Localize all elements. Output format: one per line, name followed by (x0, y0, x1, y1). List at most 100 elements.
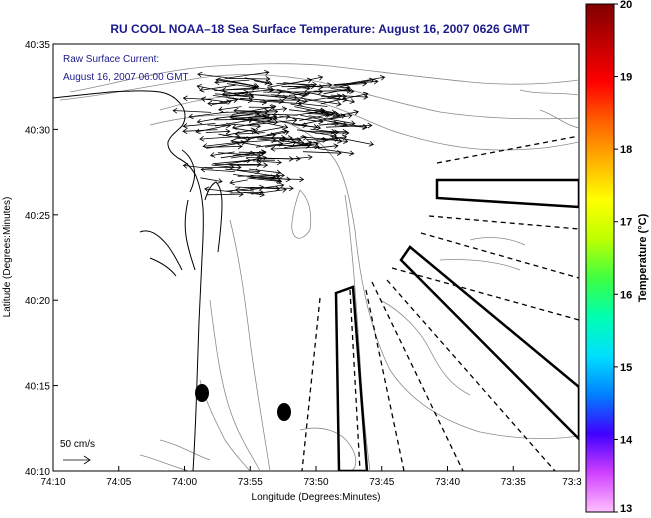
current-vector (298, 97, 342, 107)
station-marker (195, 384, 209, 402)
current-annotation-line1: Raw Surface Current: (63, 54, 159, 65)
bathymetry-contour (139, 439, 211, 471)
survey-box-southeast (399, 245, 579, 441)
current-vector (287, 82, 333, 90)
current-vector (234, 118, 279, 125)
current-vector (250, 182, 285, 191)
x-axis-ticks: 74:10 74:05 74:00 73:55 73:50 73:45 73:40 73:35… (40, 466, 582, 488)
current-vector (337, 75, 386, 86)
colorbar-tick-label: 18 (620, 144, 632, 156)
colorbar-tick-label: 16 (620, 289, 632, 301)
y-tick-label: 40:20 (25, 296, 50, 307)
current-vector (267, 77, 313, 88)
current-vector (182, 163, 214, 170)
scale-label: 50 cm/s (60, 439, 95, 450)
current-vector (270, 145, 318, 152)
survey-box-east (435, 178, 579, 209)
current-vector (219, 108, 270, 115)
map-layer (53, 63, 579, 471)
current-vector (302, 128, 348, 135)
current-vector (226, 83, 275, 93)
current-vector (252, 159, 282, 166)
current-vector (332, 109, 360, 117)
coastline-inlet (139, 230, 183, 277)
current-vector (218, 106, 242, 113)
current-vector (298, 100, 328, 107)
current-vector (233, 123, 262, 129)
current-vector (182, 123, 216, 129)
survey-rays (301, 135, 579, 471)
current-vector (276, 143, 311, 149)
current-vector (196, 117, 220, 125)
current-vector (229, 113, 254, 120)
y-axis-label: Latitude (Degrees:Minutes) (2, 197, 13, 318)
current-vector (320, 84, 351, 91)
current-vector (244, 77, 271, 85)
current-vector (200, 177, 223, 184)
y-axis-ticks: 40:35 40:30 40:25 40:20 40:15 40:10 (25, 40, 58, 478)
colorbar-tick-label: 13 (620, 503, 632, 515)
current-vector (221, 87, 259, 93)
current-vector (206, 140, 246, 149)
current-vector (240, 97, 285, 105)
coastline-bay (181, 149, 196, 271)
current-vector (318, 143, 339, 149)
x-tick-label: 73:50 (303, 477, 328, 488)
current-vector (233, 149, 267, 156)
current-vector (330, 113, 353, 120)
bathymetry-contour (69, 63, 579, 93)
current-vector (205, 128, 231, 135)
station-marker (277, 403, 291, 421)
x-tick-label: 74:05 (106, 477, 131, 488)
current-annotation-line2: August 16, 2007 06:00 GMT (63, 72, 189, 83)
colorbar-tick-label: 19 (620, 72, 632, 84)
current-vector (288, 141, 319, 148)
current-vector (214, 161, 262, 168)
current-vector (211, 99, 232, 105)
current-vector (235, 187, 254, 193)
x-axis-label: Longitude (Degrees:Minutes) (252, 492, 381, 503)
y-tick-label: 40:35 (25, 40, 50, 51)
current-vector (229, 179, 248, 186)
y-tick-label: 40:25 (25, 211, 50, 222)
current-vector (233, 107, 260, 114)
y-tick-label: 40:15 (25, 382, 50, 393)
current-vector (333, 78, 379, 86)
current-vector (202, 140, 249, 149)
bathymetry-contour (229, 219, 271, 471)
current-vector (197, 71, 231, 79)
bathymetry-contour (291, 189, 312, 239)
bathymetry-contour (439, 237, 526, 271)
current-vector (317, 148, 355, 156)
bathymetry-contour (519, 89, 579, 129)
x-tick-label: 74:10 (40, 477, 65, 488)
current-vector (305, 136, 328, 143)
current-vector (327, 96, 348, 103)
x-tick-label: 73:40 (435, 477, 460, 488)
colorbar-tick-label: 15 (620, 362, 632, 374)
x-tick-label: 73:35 (501, 477, 526, 488)
colorbar-tick-label: 17 (620, 217, 632, 229)
current-vector (276, 81, 318, 88)
current-vector (229, 162, 269, 168)
current-vector (211, 164, 235, 170)
current-vector (234, 127, 258, 135)
current-vector (301, 113, 346, 125)
current-vector (235, 112, 271, 120)
current-vector (227, 69, 270, 79)
current-vector (209, 151, 235, 158)
current-vector (234, 131, 265, 137)
y-tick-label: 40:10 (25, 467, 50, 478)
current-vector (235, 132, 277, 140)
bathymetry-contour (379, 299, 471, 396)
current-vector (250, 185, 294, 192)
current-vector (199, 84, 236, 93)
current-vector (182, 95, 212, 102)
current-vector (294, 123, 322, 131)
current-vector (215, 77, 237, 84)
surface-current-vectors (172, 69, 386, 198)
temperature-colorbar (585, 3, 615, 513)
current-vector (207, 122, 232, 129)
current-vector (225, 168, 261, 175)
current-vector (261, 155, 301, 162)
